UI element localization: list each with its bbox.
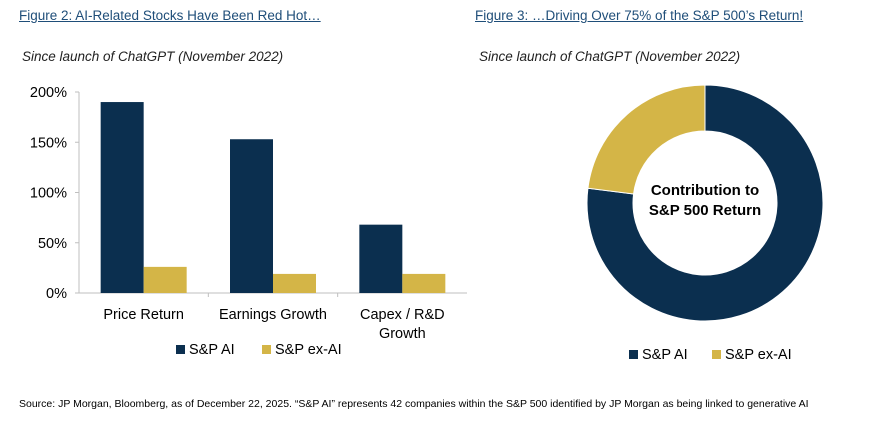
legend-swatch xyxy=(629,350,638,359)
legend-label: S&P AI xyxy=(642,347,688,363)
donut-center-label: Contribution to xyxy=(651,182,759,199)
legend-swatch xyxy=(712,350,721,359)
y-tick-label: 0% xyxy=(46,286,67,302)
legend-label: S&P ex-AI xyxy=(275,342,342,358)
bar-sp-ai xyxy=(230,139,273,293)
figure2-title: Figure 2: AI-Related Stocks Have Been Re… xyxy=(19,8,321,23)
y-tick-label: 200% xyxy=(30,85,67,101)
bar-sp-ai xyxy=(100,102,144,293)
legend-label: S&P AI xyxy=(189,342,235,358)
bar-sp-ex-ai xyxy=(402,273,446,293)
donut-slice-sp-ai xyxy=(586,84,824,322)
y-tick-label: 150% xyxy=(30,135,67,151)
figure3-subtitle: Since launch of ChatGPT (November 2022) xyxy=(479,49,741,64)
x-tick-label: Growth xyxy=(379,326,426,342)
x-tick-label: Earnings Growth xyxy=(219,307,327,323)
x-tick-label: Price Return xyxy=(103,307,184,323)
donut-center-label: S&P 500 Return xyxy=(649,202,761,219)
bar-sp-ai xyxy=(359,224,403,293)
bar-sp-ex-ai xyxy=(143,266,187,293)
figure3-title: Figure 3: …Driving Over 75% of the S&P 5… xyxy=(475,8,804,23)
bar-sp-ex-ai xyxy=(273,273,316,293)
y-tick-label: 100% xyxy=(30,186,67,202)
legend-label: S&P ex-AI xyxy=(725,347,792,363)
source-note: Source: JP Morgan, Bloomberg, as of Dece… xyxy=(19,398,809,410)
y-tick-label: 50% xyxy=(38,236,67,252)
x-tick-label: Capex / R&D xyxy=(360,307,445,323)
legend-swatch xyxy=(262,345,271,354)
donut-slice-sp-ex-ai xyxy=(587,84,706,195)
legend-swatch xyxy=(176,345,185,354)
figure2-subtitle: Since launch of ChatGPT (November 2022) xyxy=(22,49,284,64)
